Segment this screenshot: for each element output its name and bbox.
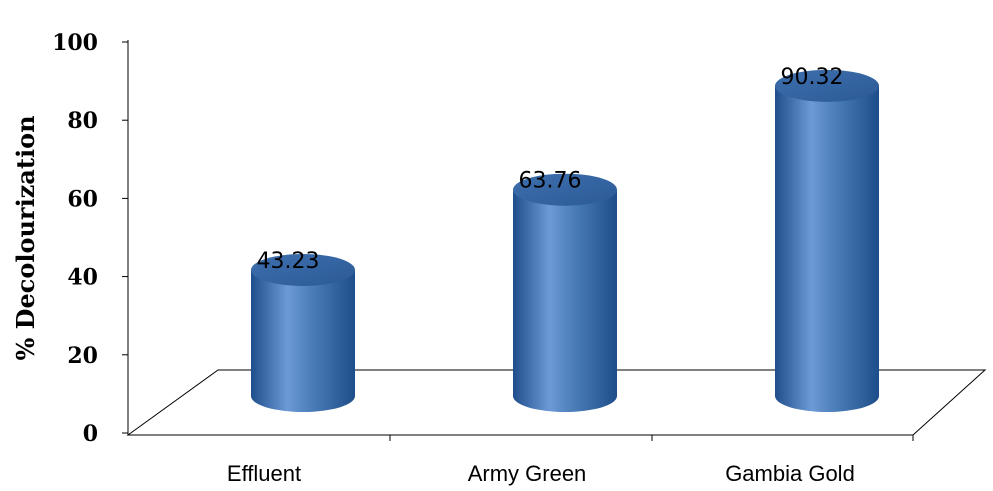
y-tick-group: 0 20 40 60 80 100	[52, 30, 128, 447]
chart-floor	[126, 369, 987, 436]
bar-body	[513, 189, 617, 412]
bar-body	[775, 85, 879, 412]
x-tick-group: Effluent Army Green Gambia Gold	[227, 461, 855, 486]
x-tick-label: Gambia Gold	[725, 461, 855, 486]
y-tick-label: 20	[67, 343, 98, 369]
bar-top	[251, 253, 355, 286]
y-tick-label: 60	[67, 186, 98, 212]
bar-top	[775, 69, 879, 102]
y-axis-label: % Decolourization	[11, 115, 40, 360]
y-tick-label: 100	[52, 30, 98, 56]
bar	[251, 253, 355, 412]
bar	[513, 173, 617, 412]
bar-group: 43.23 63.76 90.32	[251, 65, 879, 412]
data-label: 43.23	[257, 249, 320, 274]
bar-top	[513, 173, 617, 206]
bar	[775, 69, 879, 412]
data-label: 90.32	[781, 65, 844, 90]
bar-body	[251, 269, 355, 412]
y-tick-label: 0	[83, 421, 98, 447]
y-tick-label: 80	[67, 108, 98, 134]
x-tick-label: Army Green	[468, 461, 587, 486]
y-tick-label: 40	[67, 265, 98, 291]
data-label: 63.76	[519, 169, 582, 194]
x-tick-label: Effluent	[227, 461, 301, 486]
